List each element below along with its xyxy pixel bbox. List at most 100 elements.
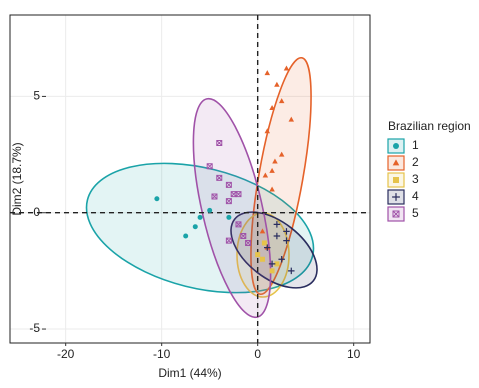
ellipse-2 [250,56,312,296]
point [225,181,232,188]
point-shape [268,260,276,268]
point [273,232,281,240]
point [288,116,295,122]
point [206,163,213,170]
point-shape [264,70,271,76]
point-shape [207,207,213,213]
point [235,191,242,198]
legend-label: 2 [412,155,419,169]
point [278,98,285,104]
plot-border [9,14,371,344]
point-shape [225,198,232,205]
point [216,174,223,181]
y-tick-label: -5 [29,321,40,335]
point-shape [206,163,213,170]
point [278,256,285,263]
point [255,252,261,258]
point [283,237,290,244]
legend-label: 5 [412,206,419,220]
legend-label: 1 [412,138,419,152]
point-shape [235,221,242,228]
point-shape [192,224,198,230]
point [274,261,280,267]
point-shape [154,196,160,202]
point-shape [273,221,281,228]
x-axis-label: Dim1 (44%) [158,366,221,380]
point [269,105,275,111]
point-shape [240,232,247,239]
point-shape [264,128,271,134]
point-shape [264,244,271,251]
point-shape [197,214,203,220]
point-shape [288,267,295,275]
point [272,158,278,164]
point [262,172,269,178]
point [273,221,281,228]
point-shape [288,116,295,122]
point-shape [392,210,400,218]
point-shape [269,105,275,111]
point [393,143,399,149]
point-shape [262,172,269,178]
point [393,177,399,183]
point [192,224,198,230]
x-tick-label: -10 [153,347,171,361]
point-shape [269,167,275,173]
point-shape [183,233,189,239]
point [225,237,232,244]
point [288,267,295,275]
point-shape [283,228,290,235]
point [392,159,400,166]
y-tick-label: 0 [33,205,40,219]
ellipse-4 [230,211,318,289]
point [269,167,275,173]
point-shape [273,232,281,240]
point [154,196,160,202]
point [261,240,267,246]
point [226,214,232,220]
point-shape [255,252,261,258]
x-tick-label: 10 [347,347,361,361]
point-shape [225,237,232,244]
point-shape [278,151,285,157]
point [216,139,223,146]
point-shape [392,159,400,166]
point [197,214,203,220]
point-shape [278,98,285,104]
point-shape [283,237,290,244]
point [183,233,189,239]
point-shape [226,214,232,220]
point [264,244,271,251]
point [268,260,276,268]
y-axis-label: Dim2 (18.7%) [10,142,24,215]
point-shape [261,240,267,246]
point-shape [272,158,278,164]
point-shape [245,239,252,246]
point-shape [393,177,399,183]
point [269,268,275,274]
point-shape [393,143,399,149]
point [259,228,266,234]
point [392,193,400,201]
point-shape [216,139,223,146]
legend-label: 3 [412,172,419,186]
ellipse-1 [85,162,315,294]
point [245,239,252,246]
point [269,186,275,192]
y-tick-label: 5 [33,89,40,103]
point [259,256,265,262]
point-shape [235,191,242,198]
ellipses [85,56,318,319]
point [283,228,290,235]
legend-label: 4 [412,189,419,203]
point-shape [274,261,280,267]
point [283,65,290,71]
point-shape [211,193,218,200]
point-shape [392,193,400,201]
point [278,151,285,157]
point [264,128,271,134]
point-shape [269,186,275,192]
point [274,81,280,87]
point-shape [278,256,285,263]
point [207,207,213,213]
